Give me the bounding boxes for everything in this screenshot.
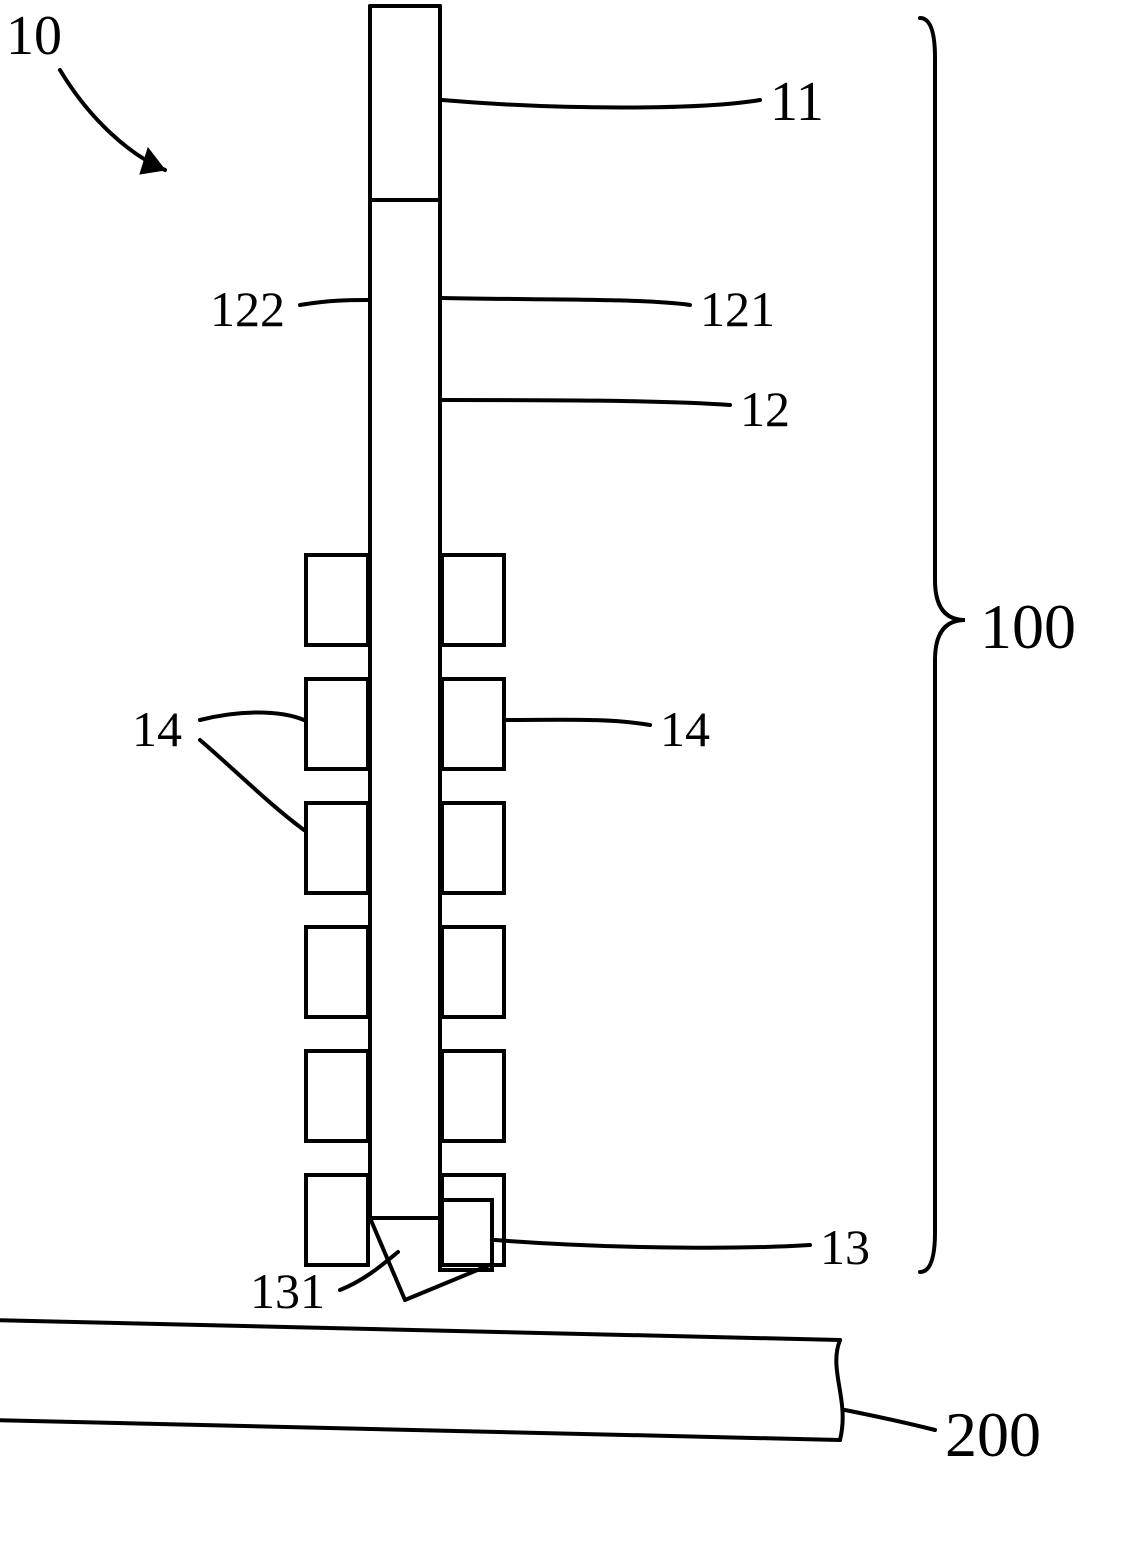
label-l12: 12 — [740, 380, 790, 438]
label-l11: 11 — [770, 70, 824, 134]
label-l122: 122 — [210, 280, 285, 338]
label-l14r: 14 — [660, 700, 710, 758]
diagram-stage: 10 11 122 121 12 14 14 131 13 100 200 — [0, 0, 1122, 1548]
label-l121: 121 — [700, 280, 775, 338]
label-l131: 131 — [250, 1262, 325, 1320]
label-l14l: 14 — [132, 700, 182, 758]
label-l13: 13 — [820, 1218, 870, 1276]
label-l10: 10 — [6, 4, 62, 68]
diagram-svg — [0, 0, 1122, 1548]
label-l200: 200 — [945, 1398, 1041, 1472]
label-l100: 100 — [980, 590, 1076, 664]
